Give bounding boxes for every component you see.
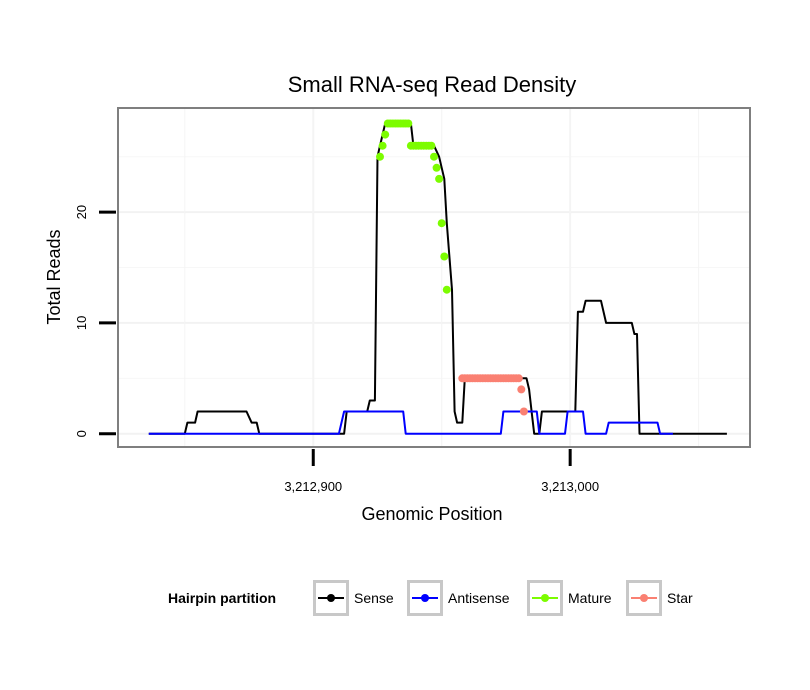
series-mature <box>376 119 451 294</box>
legend-title: Hairpin partition <box>168 590 276 606</box>
mature-point <box>435 174 444 183</box>
star-point <box>514 374 523 383</box>
series-star <box>458 374 528 416</box>
mature-point <box>376 152 384 161</box>
legend-key-point <box>421 594 429 602</box>
y-tick-label: 10 <box>74 316 89 330</box>
legend-key-point <box>327 594 335 602</box>
x-axis: 3,212,900 3,213,000 <box>284 449 599 494</box>
mature-point <box>430 152 438 161</box>
mature-point <box>432 163 441 172</box>
star-point <box>517 385 526 394</box>
legend-label: Sense <box>354 590 394 606</box>
mature-point <box>381 130 390 139</box>
mature-point <box>404 119 413 128</box>
legend: Hairpin partition Sense Antisense Mature St… <box>168 580 693 616</box>
series-layer <box>148 119 727 435</box>
x-axis-title: Genomic Position <box>361 504 502 524</box>
y-axis-title: Total Reads <box>44 229 64 324</box>
mature-point <box>378 141 387 150</box>
legend-key-point <box>541 594 549 602</box>
x-tick-label: 3,213,000 <box>541 479 599 494</box>
star-point <box>519 407 528 416</box>
legend-entry-mature: Mature <box>527 580 612 616</box>
x-tick-label: 3,212,900 <box>284 479 342 494</box>
legend-entry-sense: Sense <box>313 580 394 616</box>
plot-panel-border <box>117 107 751 448</box>
y-axis: 0 10 20 <box>74 205 116 437</box>
mature-point <box>442 285 451 294</box>
antisense-line <box>148 410 673 435</box>
mature-point <box>440 252 449 261</box>
legend-label: Antisense <box>448 590 510 606</box>
legend-key-point <box>640 594 648 602</box>
legend-entry-star: Star <box>626 580 693 616</box>
mature-point <box>437 219 446 228</box>
series-antisense <box>148 410 673 435</box>
y-tick-label: 20 <box>74 205 89 219</box>
chart-title: Small RNA-seq Read Density <box>288 72 577 97</box>
mature-point <box>427 141 436 150</box>
legend-entry-antisense: Antisense <box>407 580 510 616</box>
legend-label: Star <box>667 590 693 606</box>
y-tick-label: 0 <box>74 430 89 437</box>
legend-label: Mature <box>568 590 612 606</box>
